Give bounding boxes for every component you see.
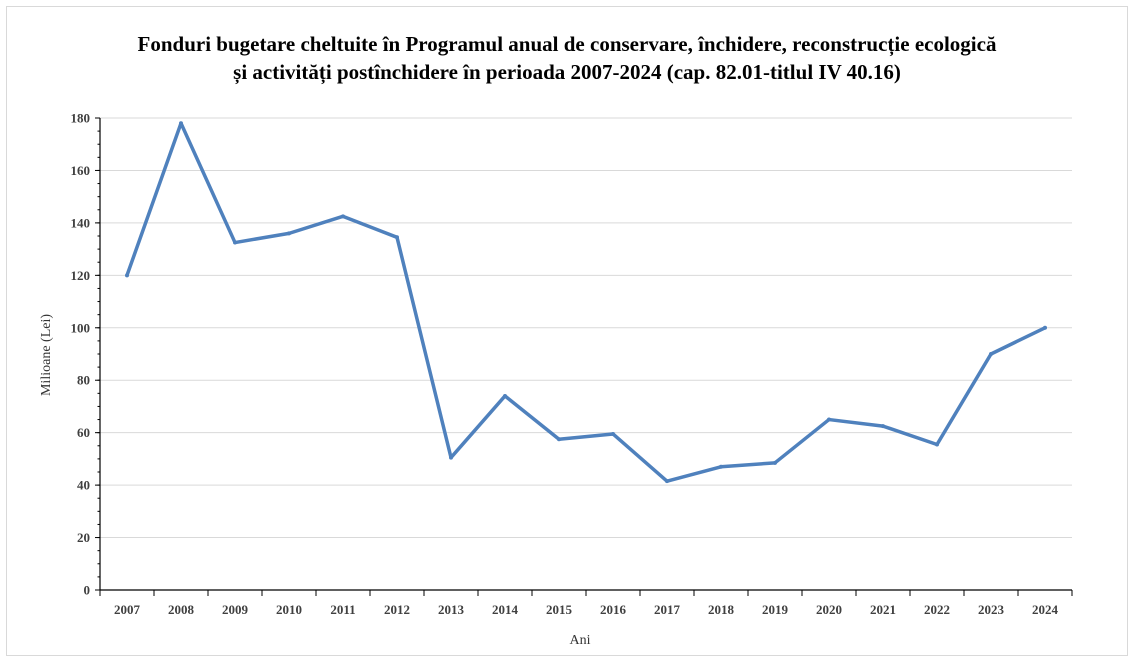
series-line [125,121,1047,483]
x-tick-label: 2023 [978,602,1005,617]
data-point [233,240,237,245]
data-point [287,231,291,236]
data-point [449,455,453,460]
chart-title-line-2: și activități postînchidere în perioada … [233,60,901,84]
x-tick-label: 2008 [168,602,195,617]
data-point [665,479,669,484]
data-point [179,121,183,126]
y-tick-label: 100 [71,320,91,335]
x-tick-label: 2007 [114,602,141,617]
y-tick-label: 180 [71,111,91,126]
x-tick-label: 2024 [1032,602,1059,617]
x-tick-label: 2020 [816,602,842,617]
x-tick-label: 2021 [870,602,896,617]
y-tick-labels: 0 20 40 60 80 100 120 140 160 180 [71,111,91,598]
y-tick-label: 40 [77,478,90,493]
data-point [611,431,615,436]
chart-frame [6,6,1128,656]
x-tick-label: 2013 [438,602,465,617]
data-point [557,437,561,442]
data-point [719,464,723,469]
x-tick-label: 2009 [222,602,249,617]
axes [95,117,1073,596]
y-tick-label: 160 [71,163,91,178]
x-tick-label: 2018 [708,602,735,617]
data-point [1043,325,1047,330]
x-tick-label: 2015 [546,602,573,617]
chart-title: Fonduri bugetare cheltuite în Programul … [0,30,1134,86]
data-point [827,417,831,422]
y-tick-label: 20 [77,530,90,545]
data-point [881,424,885,429]
data-point [989,352,993,356]
x-tick-label: 2017 [654,602,681,617]
data-point [503,393,507,398]
series [125,121,1047,484]
y-tick-label: 60 [77,425,90,440]
gridlines [100,117,1072,539]
data-point [125,273,129,278]
x-tick-label: 2022 [924,602,950,617]
data-point [773,460,777,465]
x-tick-label: 2019 [762,602,789,617]
x-tick-labels: 2007 2008 2009 2010 2011 2012 2013 2014 2015 2016… [114,602,1059,617]
x-tick-label: 2016 [600,602,627,617]
x-tick-label: 2014 [492,602,519,617]
y-axis-label: Milioane (Lei) [39,314,54,396]
y-tick-label: 120 [71,268,91,283]
y-tick-label: 0 [84,583,91,598]
y-tick-label: 140 [71,215,91,230]
y-tick-label: 80 [77,373,90,388]
x-tick-label: 2011 [330,602,355,617]
chart-title-line-1: Fonduri bugetare cheltuite în Programul … [137,32,997,56]
x-tick-label: 2012 [384,602,410,617]
x-axis-label: Ani [570,633,591,648]
data-point [935,442,939,447]
data-point [395,235,399,240]
data-point [341,214,345,219]
x-tick-label: 2010 [276,602,302,617]
